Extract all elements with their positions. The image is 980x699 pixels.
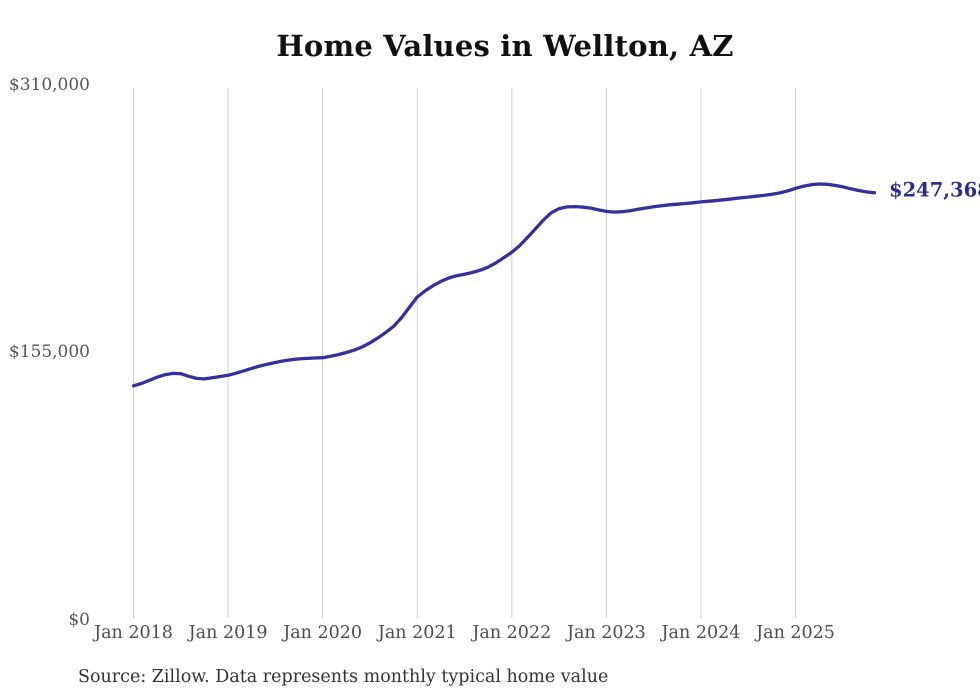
x-tick-label-jan-2020: Jan 2020 [283,623,363,643]
x-tick-label-jan-2019: Jan 2019 [188,623,268,643]
x-tick-label-jan-2018: Jan 2018 [94,623,173,643]
x-tick-label-jan-2021: Jan 2021 [377,623,457,643]
current-value-label: $247,368 [889,178,980,202]
vertical-gridlines [133,88,797,618]
y-tick-label-310000: $310,000 [8,74,90,95]
x-tick-label-jan-2024: Jan 2024 [661,623,741,643]
chart-title: Home Values in Wellton, AZ [276,29,734,63]
home-value-line [131,182,877,388]
y-tick-label-0: $0 [68,609,90,630]
y-tick-label-155000: $155,000 [8,342,90,363]
x-tick-label-jan-2022: Jan 2022 [472,623,552,643]
x-tick-label-jan-2025: Jan 2025 [756,623,835,643]
source-note: Source: Zillow. Data represents monthly … [78,667,609,687]
x-tick-label-jan-2023: Jan 2023 [566,623,646,643]
